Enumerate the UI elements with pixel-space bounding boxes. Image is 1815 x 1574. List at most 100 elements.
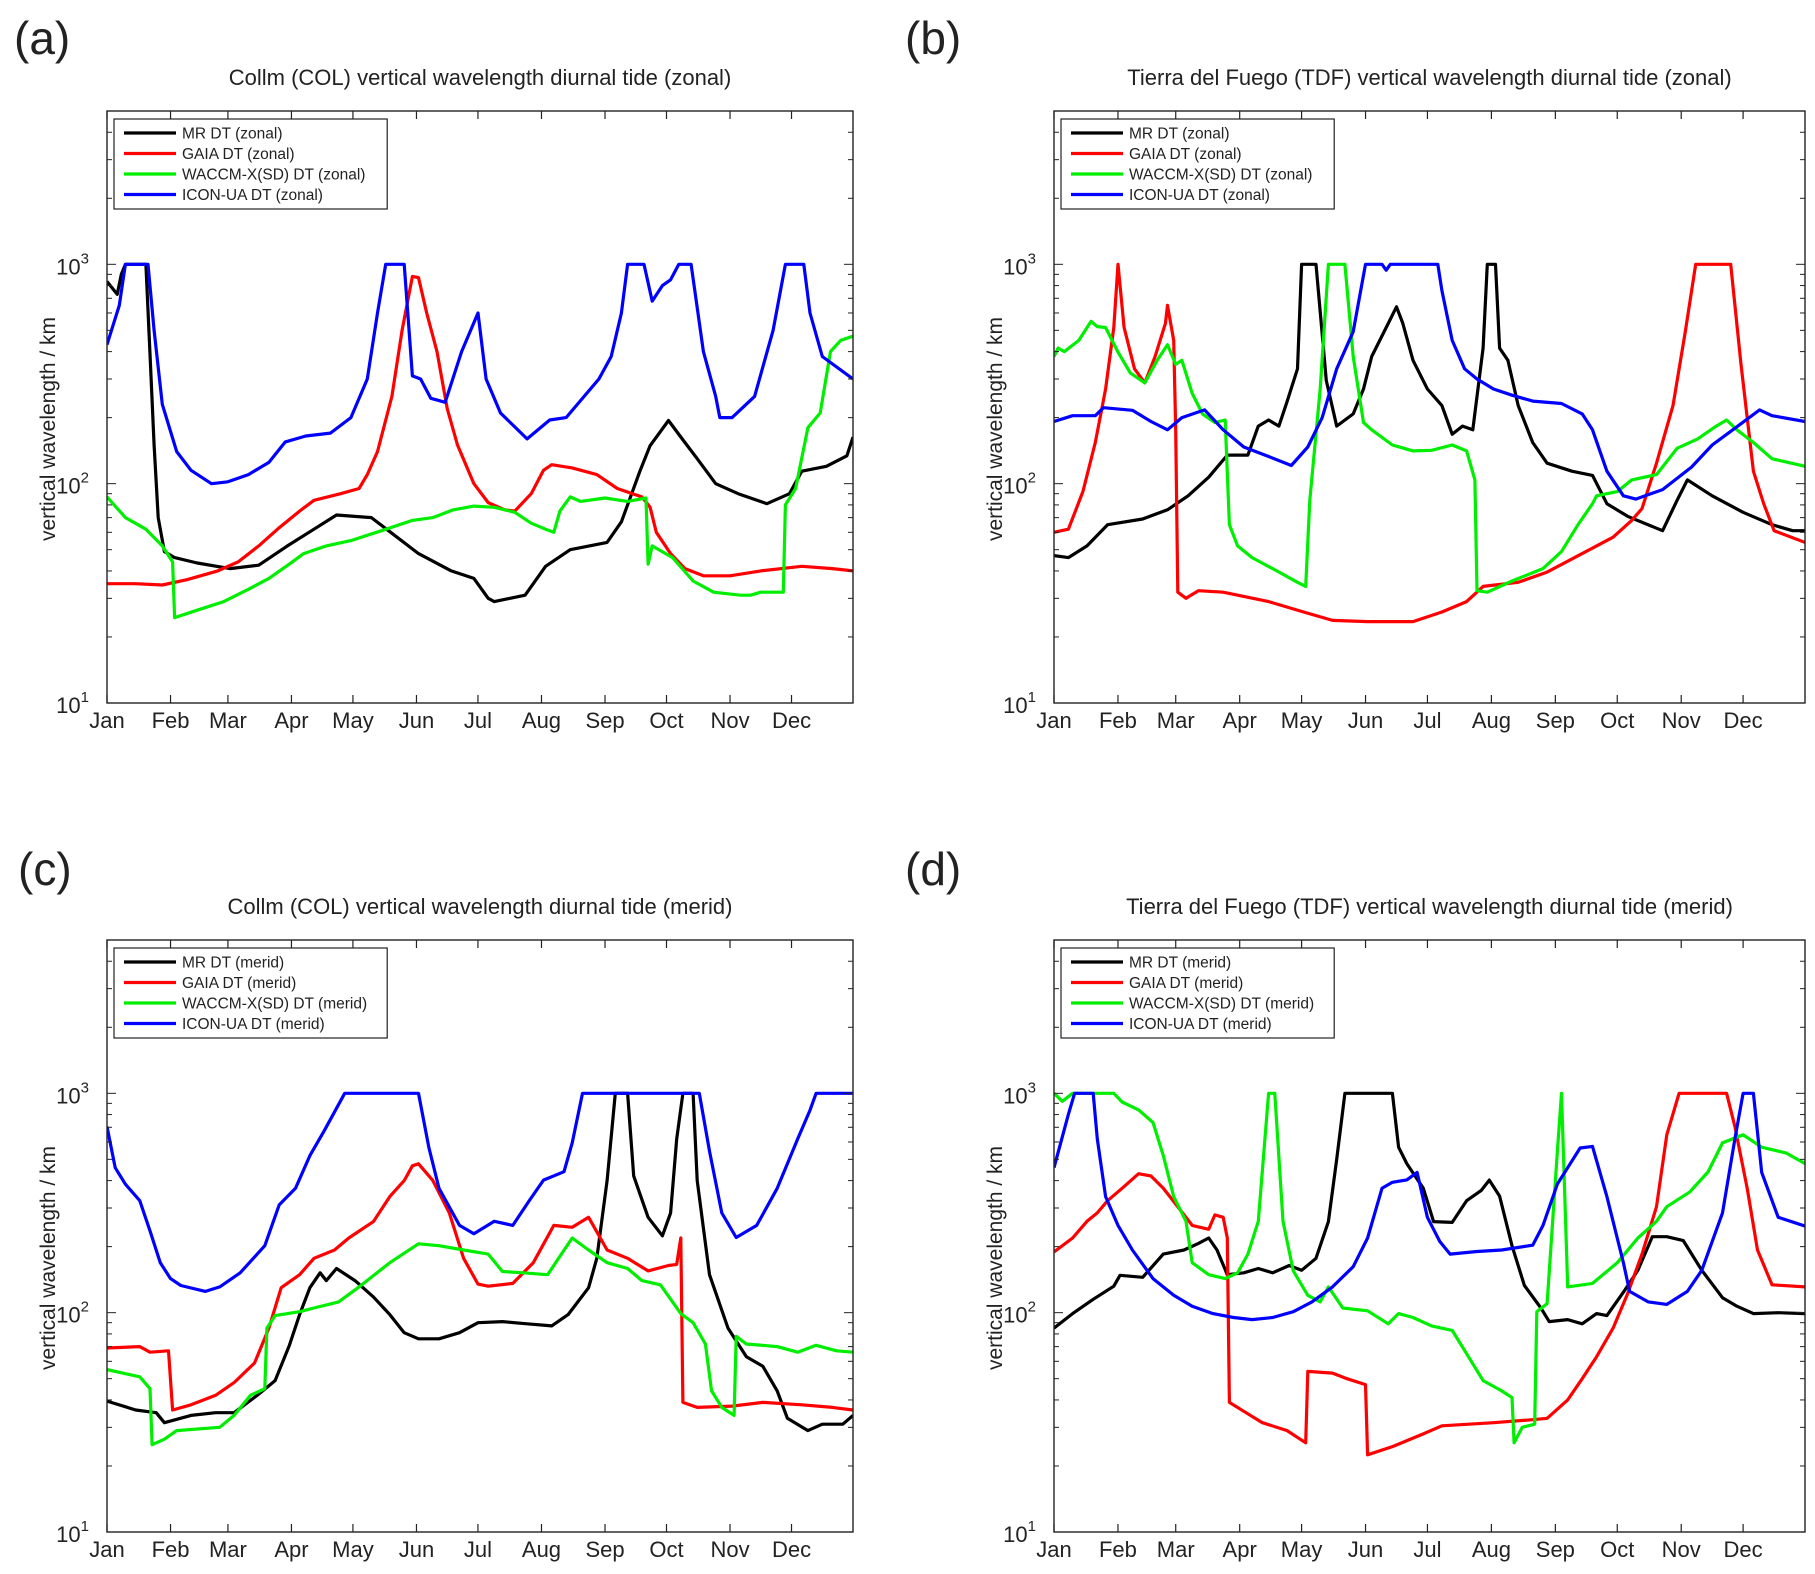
legend-entry: GAIA DT (merid)	[1129, 975, 1243, 992]
x-tick-label: May	[1281, 708, 1323, 733]
y-tick-label: 103	[1003, 1079, 1036, 1108]
y-tick-label: 102	[1003, 1299, 1036, 1328]
y-tick-label: 101	[56, 689, 89, 718]
series-line-gaia	[1054, 262, 1805, 624]
y-axis-label: vertical wavelength / km	[37, 317, 60, 541]
series-group	[1054, 1091, 1805, 1457]
x-tick-label: Jan	[89, 1537, 124, 1562]
x-tick-label: Oct	[1600, 1537, 1634, 1562]
x-tick-label: Apr	[1223, 708, 1257, 733]
x-tick-label: May	[332, 708, 374, 733]
x-tick-label: Oct	[1600, 708, 1634, 733]
series-line-gaia	[107, 274, 853, 587]
series-line-mr	[1054, 262, 1805, 560]
series-line-icon	[107, 1091, 853, 1294]
chart-title: Collm (COL) vertical wavelength diurnal …	[228, 894, 733, 919]
x-tick-label: Sep	[1536, 1537, 1575, 1562]
series-line-icon	[107, 262, 853, 486]
panel-b: (b) Tierra del Fuego (TDF) vertical wavel…	[905, 12, 1806, 733]
x-tick-label: May	[332, 1537, 374, 1562]
x-tick-label: Jan	[1036, 708, 1071, 733]
x-tick-label: Aug	[522, 1537, 561, 1562]
x-tick-label: Apr	[274, 708, 308, 733]
y-axis-label: vertical wavelength / km	[37, 1146, 60, 1370]
x-tick-label: Feb	[152, 1537, 190, 1562]
x-tick-label: Mar	[209, 708, 247, 733]
panel-label: (c)	[18, 843, 72, 895]
y-tick-exponent: 2	[81, 1299, 89, 1316]
series-line-waccm	[1054, 262, 1805, 594]
chart-title: Collm (COL) vertical wavelength diurnal …	[229, 65, 732, 90]
y-tick-label: 102	[56, 1299, 89, 1328]
x-tick-label: Feb	[1099, 708, 1137, 733]
legend-entry: GAIA DT (zonal)	[182, 146, 295, 163]
x-tick-label: Aug	[522, 708, 561, 733]
legend-entry: MR DT (zonal)	[182, 126, 282, 143]
x-tick-label: Apr	[1223, 1537, 1257, 1562]
legend-entry: WACCM-X(SD) DT (zonal)	[182, 167, 365, 184]
y-tick-base: 10	[1003, 1522, 1027, 1547]
y-tick-base: 10	[56, 254, 80, 279]
x-tick-label: Mar	[209, 1537, 247, 1562]
y-tick-label: 101	[56, 1518, 89, 1547]
x-tick-label: Sep	[585, 708, 624, 733]
series-line-gaia	[107, 1162, 853, 1412]
y-tick-exponent: 2	[81, 470, 89, 487]
y-tick-base: 10	[56, 474, 80, 499]
x-tick-label: Nov	[710, 708, 749, 733]
x-tick-label: Sep	[1536, 708, 1575, 733]
legend-entry: WACCM-X(SD) DT (zonal)	[1129, 167, 1312, 184]
legend-entry: ICON-UA DT (merid)	[1129, 1016, 1272, 1033]
series-group	[1054, 262, 1805, 624]
panel-label: (a)	[14, 12, 70, 64]
y-tick-label: 101	[1003, 1518, 1036, 1547]
x-tick-label: Jun	[399, 1537, 434, 1562]
y-tick-base: 10	[1003, 693, 1027, 718]
x-tick-label: Jan	[1036, 1537, 1071, 1562]
x-tick-label: Dec	[772, 708, 811, 733]
y-tick-base: 10	[1003, 1303, 1027, 1328]
x-tick-label: Aug	[1472, 708, 1511, 733]
y-tick-exponent: 3	[81, 1079, 89, 1096]
panel-c: (c) Collm (COL) vertical wavelength diurn…	[18, 843, 854, 1562]
x-tick-label: Jan	[89, 708, 124, 733]
panel-d: (d) Tierra del Fuego (TDF) vertical wavel…	[905, 843, 1806, 1562]
legend-entry: MR DT (merid)	[1129, 955, 1231, 972]
panel-label: (b)	[905, 12, 961, 64]
x-tick-label: Apr	[274, 1537, 308, 1562]
y-tick-exponent: 1	[81, 1518, 89, 1535]
series-line-icon	[1054, 1091, 1805, 1322]
x-tick-label: Jun	[1348, 1537, 1383, 1562]
legend-entry: ICON-UA DT (zonal)	[182, 187, 323, 204]
y-tick-label: 103	[56, 250, 89, 279]
x-tick-label: Aug	[1472, 1537, 1511, 1562]
x-tick-label: Dec	[1724, 708, 1763, 733]
legend-entry: ICON-UA DT (zonal)	[1129, 187, 1270, 204]
y-tick-base: 10	[1003, 254, 1027, 279]
axes-box	[106, 110, 854, 704]
legend-entry: MR DT (merid)	[182, 955, 284, 972]
series-line-icon	[1054, 262, 1805, 501]
x-tick-label: Mar	[1157, 708, 1195, 733]
legend-entry: MR DT (zonal)	[1129, 126, 1229, 143]
x-tick-label: Sep	[585, 1537, 624, 1562]
series-line-mr	[1054, 1091, 1805, 1330]
legend-entry: GAIA DT (merid)	[182, 975, 296, 992]
legend-entry: WACCM-X(SD) DT (merid)	[182, 996, 367, 1013]
panel-label: (d)	[905, 843, 961, 895]
y-tick-exponent: 3	[1028, 1079, 1036, 1096]
y-tick-base: 10	[56, 693, 80, 718]
series-group	[107, 262, 853, 620]
x-tick-label: Jun	[399, 708, 434, 733]
axes-box	[1053, 939, 1806, 1533]
x-tick-label: Jul	[1413, 708, 1441, 733]
legend-entry: GAIA DT (zonal)	[1129, 146, 1242, 163]
y-tick-exponent: 2	[1028, 470, 1036, 487]
series-line-gaia	[1054, 1091, 1805, 1457]
y-tick-label: 102	[1003, 470, 1036, 499]
y-tick-exponent: 3	[81, 250, 89, 267]
legend-entry: WACCM-X(SD) DT (merid)	[1129, 996, 1314, 1013]
series-group	[107, 1091, 853, 1447]
x-tick-label: Jul	[1413, 1537, 1441, 1562]
